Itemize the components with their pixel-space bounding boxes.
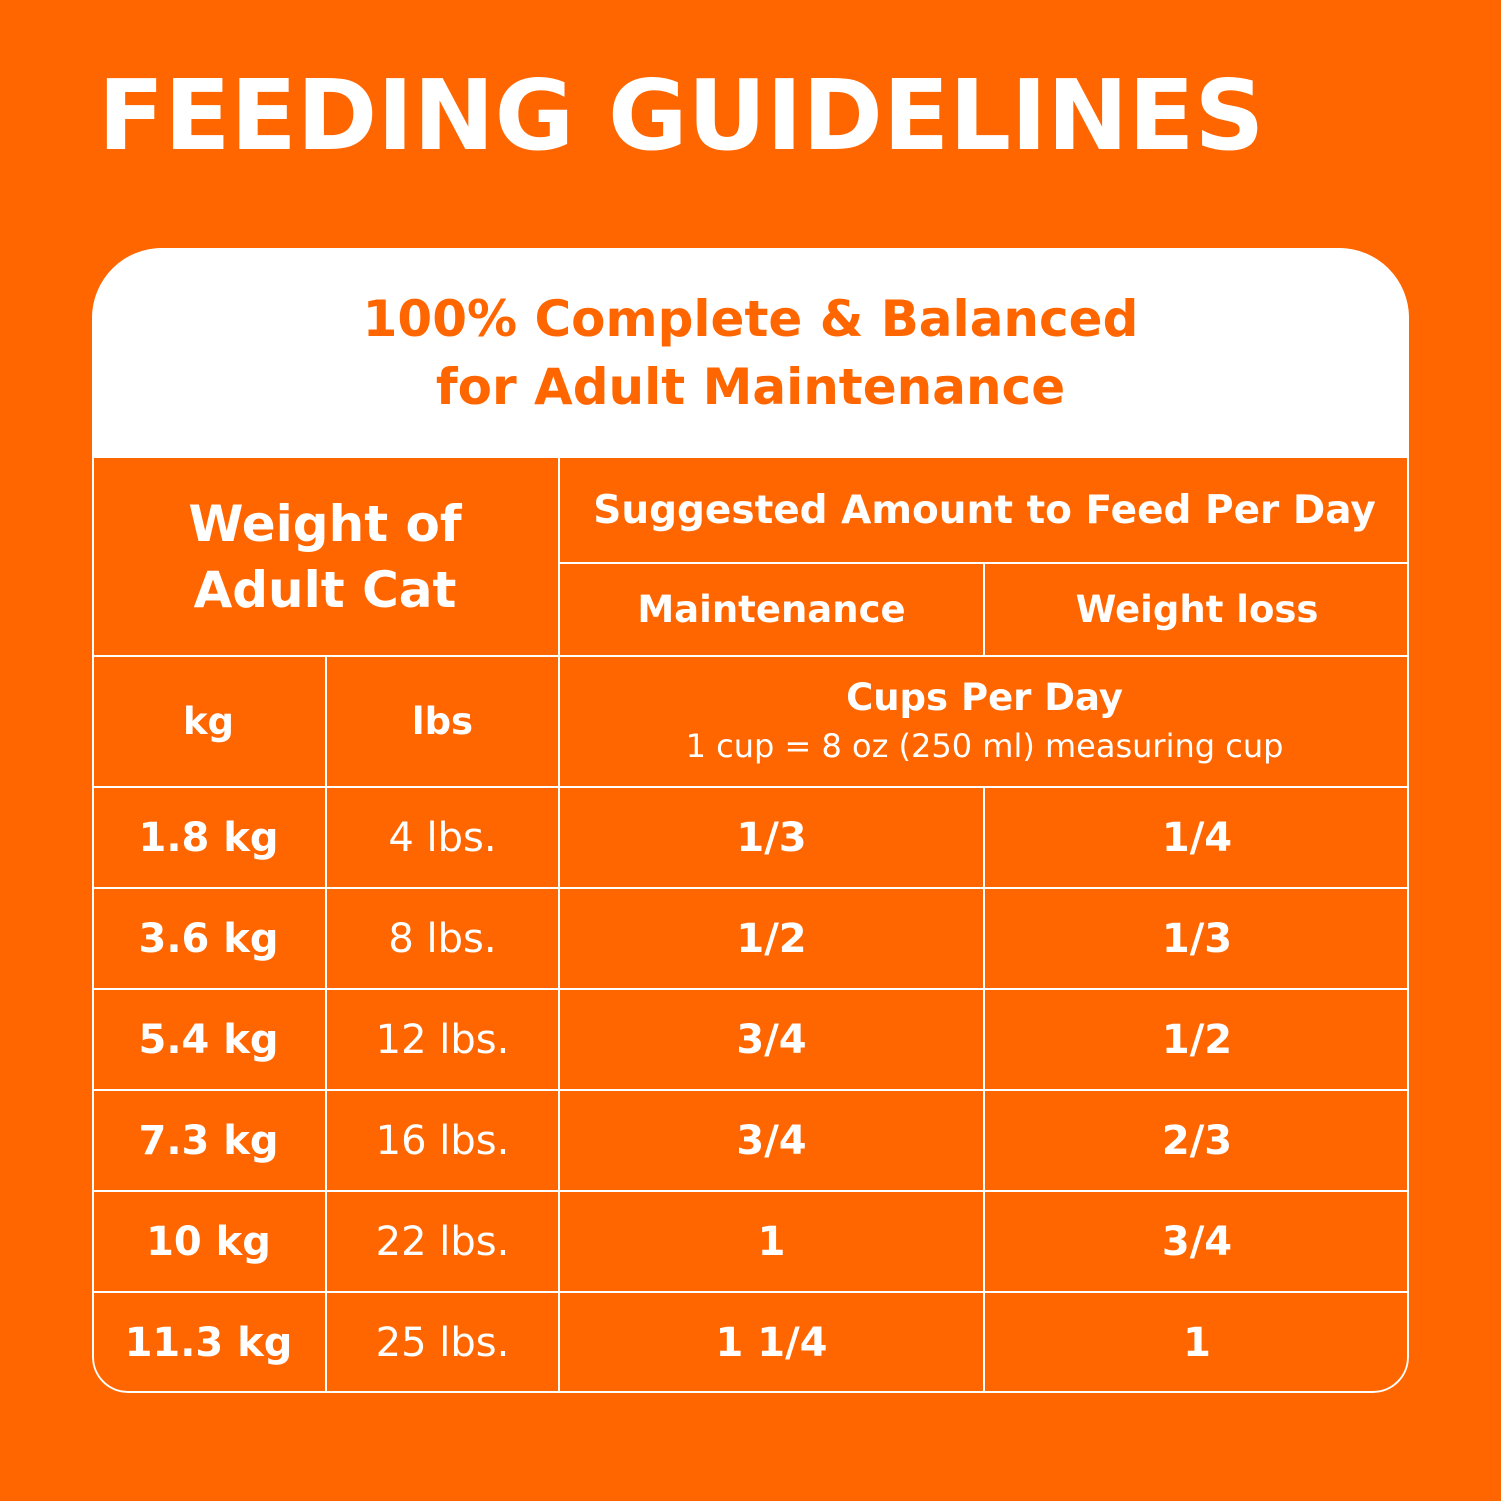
weight-loss-cell: 1/2 <box>982 988 1409 1091</box>
page-title: FEEDING GUIDELINES <box>98 59 1265 172</box>
kg-header: kg <box>92 655 327 788</box>
maintenance-cell: 1 <box>558 1190 985 1293</box>
suggested-amount-header: Suggested Amount to Feed Per Day <box>557 458 1409 564</box>
lbs-cell: 12 lbs. <box>325 988 560 1091</box>
table-row: 3.6 kg 8 lbs. 1/2 1/3 <box>92 887 1409 990</box>
lbs-cell: 8 lbs. <box>325 887 560 990</box>
lbs-header: lbs <box>325 655 560 788</box>
table-row: 10 kg 22 lbs. 1 3/4 <box>92 1190 1409 1293</box>
weight-loss-cell: 1 <box>982 1291 1409 1393</box>
maintenance-cell: 1/3 <box>558 786 985 889</box>
weight-loss-cell: 1/4 <box>982 786 1409 889</box>
header-row-3: kg lbs Cups Per Day 1 cup = 8 oz (250 ml… <box>92 655 1409 788</box>
maintenance-cell: 3/4 <box>558 1089 985 1192</box>
maintenance-cell: 3/4 <box>558 988 985 1091</box>
cups-per-day-title: Cups Per Day <box>846 675 1123 719</box>
header-row-2: Maintenance Weight loss <box>92 562 1409 657</box>
weight-header-line-1: Weight of <box>188 494 462 553</box>
maintenance-cell: 1/2 <box>558 887 985 990</box>
table-row: 7.3 kg 16 lbs. 3/4 2/3 <box>92 1089 1409 1192</box>
feeding-table: Weight of Adult Cat Suggested Amount to … <box>92 458 1409 1393</box>
kg-cell: 7.3 kg <box>92 1089 327 1192</box>
lbs-cell: 16 lbs. <box>325 1089 560 1192</box>
maintenance-cell: 1 1/4 <box>558 1291 985 1393</box>
table-row: 1.8 kg 4 lbs. 1/3 1/4 <box>92 786 1409 889</box>
weight-loss-cell: 3/4 <box>982 1190 1409 1293</box>
kg-cell: 11.3 kg <box>92 1291 327 1393</box>
card-header: 100% Complete & Balanced for Adult Maint… <box>92 248 1409 458</box>
maintenance-header: Maintenance <box>559 562 985 657</box>
kg-cell: 1.8 kg <box>92 786 327 889</box>
weight-header-line-2: Adult Cat <box>193 560 457 619</box>
weight-loss-cell: 2/3 <box>982 1089 1409 1192</box>
lbs-cell: 25 lbs. <box>325 1291 560 1393</box>
kg-cell: 3.6 kg <box>92 887 327 990</box>
lbs-cell: 22 lbs. <box>325 1190 560 1293</box>
cups-measure-note: 1 cup = 8 oz (250 ml) measuring cup <box>685 726 1284 765</box>
card-header-line-2: for Adult Maintenance <box>435 358 1066 416</box>
weight-of-adult-cat-header: Weight of Adult Cat <box>92 458 560 657</box>
kg-cell: 10 kg <box>92 1190 327 1293</box>
kg-cell: 5.4 kg <box>92 988 327 1091</box>
cups-per-day-header: Cups Per Day 1 cup = 8 oz (250 ml) measu… <box>557 655 1409 788</box>
weight-loss-cell: 1/3 <box>982 887 1409 990</box>
feeding-card: 100% Complete & Balanced for Adult Maint… <box>92 248 1409 1393</box>
card-header-line-1: 100% Complete & Balanced <box>362 290 1139 348</box>
table-row: 5.4 kg 12 lbs. 3/4 1/2 <box>92 988 1409 1091</box>
weight-loss-header: Weight loss <box>982 562 1409 657</box>
lbs-cell: 4 lbs. <box>325 786 560 889</box>
header-row-1: Weight of Adult Cat Suggested Amount to … <box>92 458 1409 657</box>
table-row: 11.3 kg 25 lbs. 1 1/4 1 <box>92 1291 1409 1393</box>
